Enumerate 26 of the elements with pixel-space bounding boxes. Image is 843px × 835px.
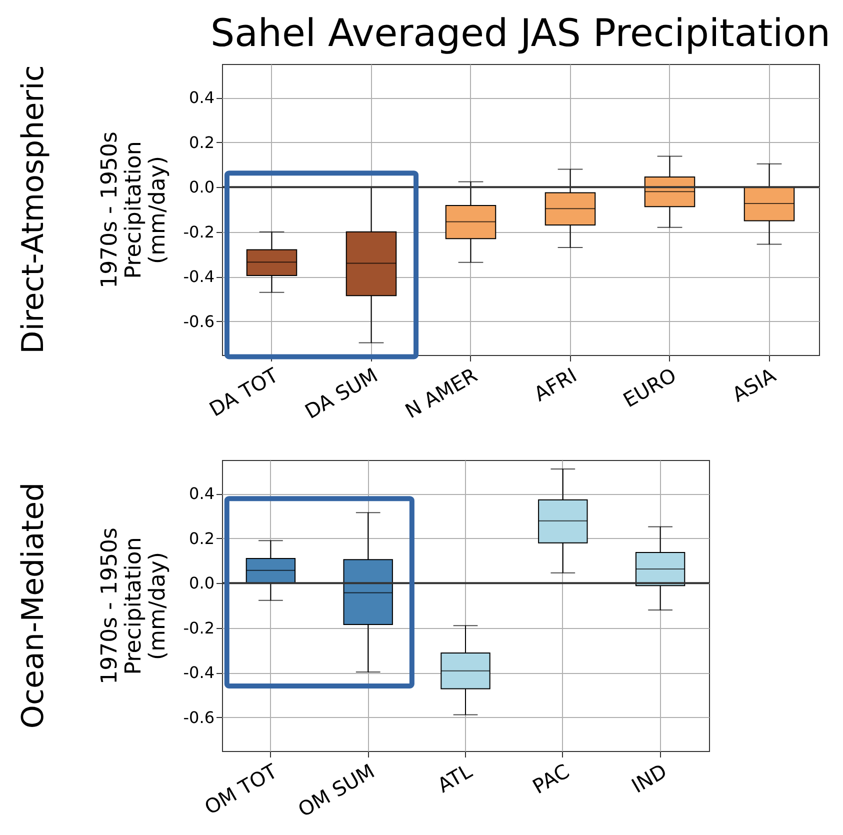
- y-axis-title: 1970s - 1950s Precipitation (mm/day): [97, 132, 170, 288]
- chart-title: Sahel Averaged JAS Precipitation: [210, 11, 831, 55]
- y-tick-label: -0.4: [183, 663, 214, 682]
- y-tick-label: 0.2: [189, 132, 214, 152]
- text: Ocean-Mediated: [16, 482, 51, 729]
- y-tick-label: -0.4: [183, 267, 214, 286]
- y-tick-label: -0.2: [183, 618, 214, 638]
- x-tick-label: IND: [627, 758, 671, 798]
- y-tick-label: -0.6: [183, 708, 214, 727]
- x-tick-label: PAC: [528, 758, 574, 799]
- y-tick-label: 0.0: [189, 178, 214, 197]
- y-tick-label: -0.2: [183, 222, 214, 242]
- x-tick-label: OM SUM: [294, 758, 379, 822]
- x-tick-label: DA SUM: [300, 362, 382, 424]
- x-tick-label: AFRI: [530, 362, 581, 406]
- y-tick-label: 0.0: [189, 574, 214, 593]
- x-tick-label: ASIA: [728, 362, 780, 407]
- x-tick-label: DA TOT: [205, 362, 283, 422]
- y-tick-label: 0.2: [189, 528, 214, 548]
- y-tick-label: -0.6: [183, 312, 214, 331]
- x-tick-label: ATL: [433, 758, 477, 798]
- y-tick-label: 0.4: [189, 88, 214, 108]
- y-tick-label: 0.4: [189, 484, 214, 504]
- y-axis-title: 1970s - 1950s Precipitation (mm/day): [97, 528, 170, 684]
- text: Direct-Atmospheric: [16, 65, 51, 354]
- x-tick-label: OM TOT: [200, 758, 282, 820]
